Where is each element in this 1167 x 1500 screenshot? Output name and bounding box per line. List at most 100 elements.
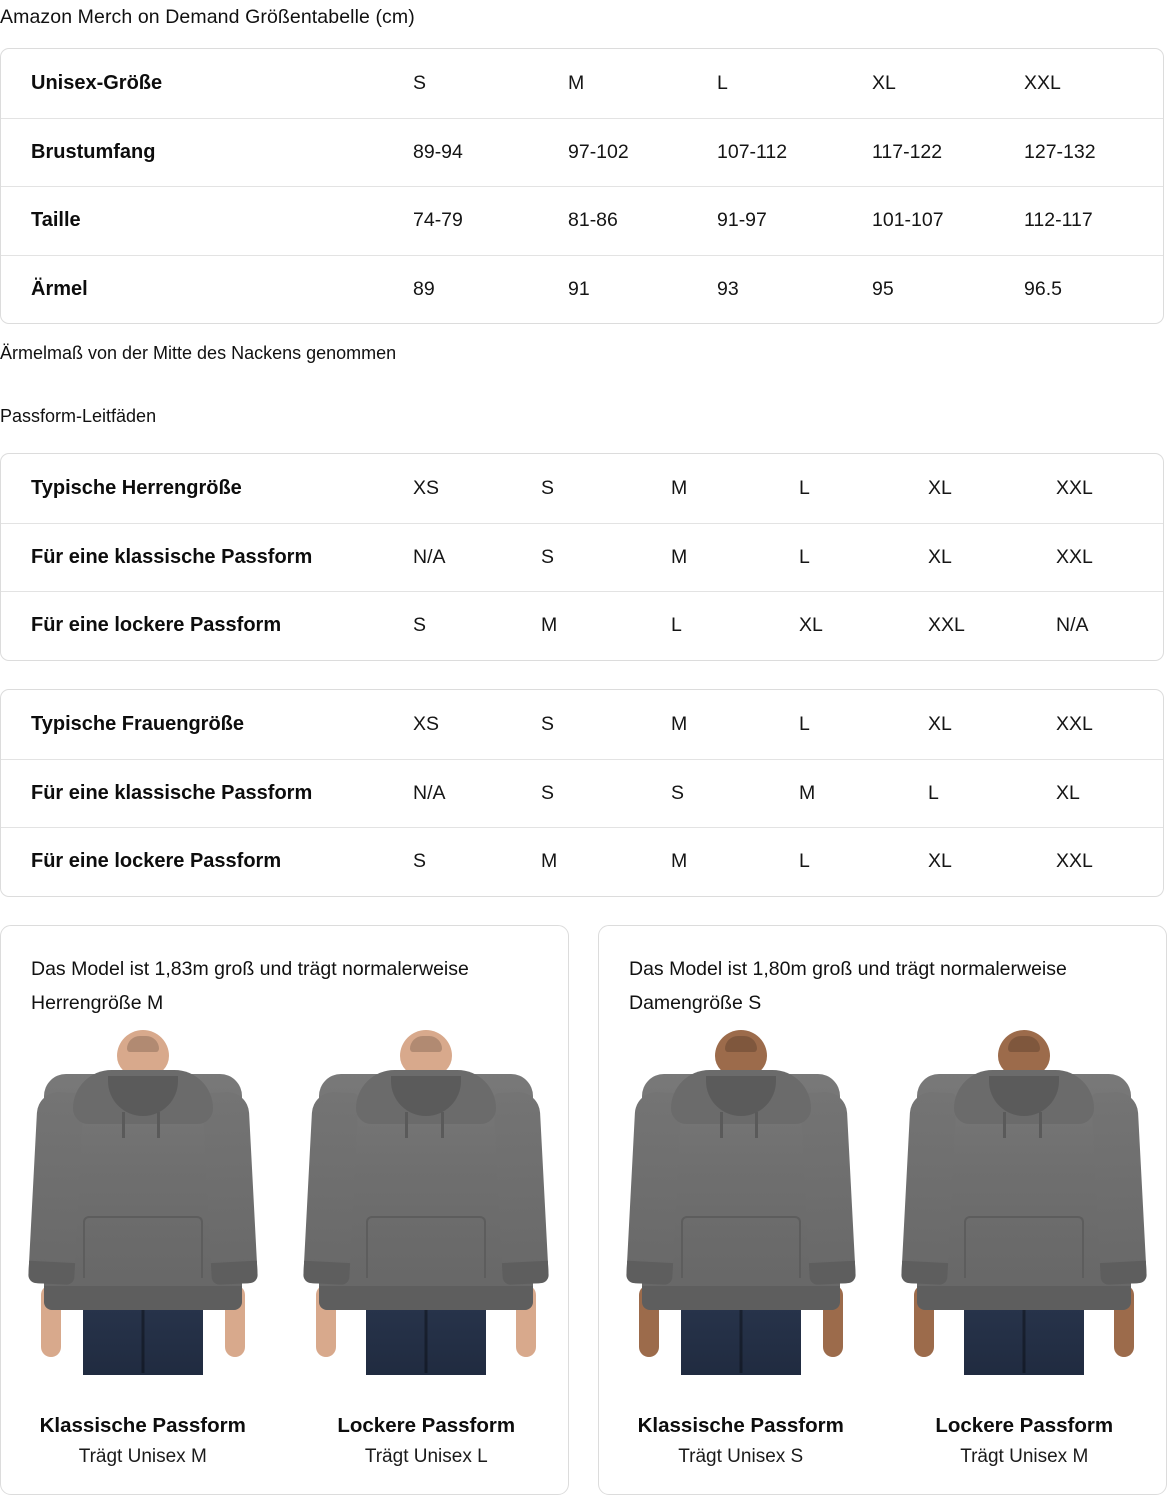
cell: 112-117: [1024, 209, 1093, 232]
sleeve-measurement-note: Ärmelmaß von der Mitte des Nackens genom…: [0, 343, 397, 363]
cell: XXL: [1056, 712, 1093, 735]
table-row: Für eine lockere Passform S M M L XL XXL: [1, 827, 1163, 896]
hood-drawstring-left: [720, 1112, 724, 1138]
hoodie-hem: [917, 1286, 1132, 1310]
hoodie-hem: [641, 1286, 840, 1310]
table-row: Typische Herrengröße XS S M L XL XXL: [1, 454, 1163, 523]
figure-slot-relaxed: [285, 1030, 569, 1375]
cell: S: [541, 545, 555, 568]
cell: N/A: [413, 545, 446, 568]
female-model-relaxed-fit-image: [900, 1030, 1148, 1375]
cell: L: [799, 476, 810, 499]
cell: XXL: [1024, 71, 1061, 94]
fit-wears: Trägt Unisex M: [960, 1446, 1089, 1467]
hoodie-hood: [670, 1070, 811, 1124]
cell: 93: [717, 277, 739, 300]
hood-drawstring-right: [755, 1112, 759, 1138]
hoodie-right-sleeve: [493, 1090, 550, 1286]
row-label: Typische Herrengröße: [31, 476, 242, 499]
hood-drawstring-right: [157, 1112, 161, 1138]
table-row: Brustumfang 89-94 97-102 107-112 117-122…: [1, 117, 1163, 187]
fit-wears: Trägt Unisex M: [78, 1446, 207, 1467]
unisex-size-table: Unisex-Größe S M L XL XXL Brustumfang 89…: [0, 48, 1164, 324]
model-head: [116, 1030, 169, 1076]
hoodie-hood: [356, 1070, 497, 1124]
kangaroo-pocket: [680, 1216, 801, 1278]
cell: 91: [568, 277, 590, 300]
cell: S: [413, 850, 427, 873]
kangaroo-pocket: [82, 1216, 203, 1278]
model-head: [400, 1030, 453, 1076]
hood-drawstring-right: [1039, 1112, 1043, 1138]
cell: S: [541, 781, 555, 804]
cell: XXL: [1056, 850, 1093, 873]
hoodie-left-sleeve: [27, 1090, 84, 1286]
cell: L: [799, 545, 810, 568]
fit-caption-relaxed: Lockere Passform Trägt Unisex M: [883, 1414, 1167, 1468]
mens-fit-captions: Klassische Passform Trägt Unisex M Locke…: [1, 1414, 568, 1468]
row-label: Für eine klassische Passform: [31, 545, 313, 568]
cell: XS: [413, 476, 440, 499]
fit-guides-heading: Passform-Leitfäden: [0, 406, 157, 426]
row-label: Für eine lockere Passform: [31, 850, 282, 873]
cell: N/A: [413, 781, 446, 804]
table-row: Für eine klassische Passform N/A S M L X…: [1, 522, 1163, 592]
cell: S: [413, 71, 427, 94]
hoodie-left-sleeve: [625, 1090, 682, 1286]
figure-slot-relaxed: [883, 1030, 1167, 1375]
figure-slot-classic: [1, 1030, 285, 1375]
hoodie-hem: [319, 1286, 534, 1310]
womens-model-card: Das Model ist 1,80m groß und trägt norma…: [598, 925, 1167, 1495]
hoodie-right-sleeve: [799, 1090, 856, 1286]
cell: 101-107: [872, 209, 944, 232]
fit-wears: Trägt Unisex L: [364, 1446, 488, 1467]
kangaroo-pocket: [366, 1216, 487, 1278]
cell: XS: [413, 712, 440, 735]
cell: M: [541, 850, 558, 873]
cell: 89-94: [413, 140, 463, 163]
row-label: Ärmel: [31, 277, 88, 300]
row-label: Für eine lockere Passform: [31, 614, 282, 637]
mens-fit-table: Typische Herrengröße XS S M L XL XXL Für…: [0, 453, 1164, 661]
cell: XL: [928, 712, 952, 735]
cell: 91-97: [717, 209, 767, 232]
fit-name: Klassische Passform: [637, 1414, 844, 1437]
cell: S: [671, 781, 685, 804]
page-title: Amazon Merch on Demand Größentabelle (cm…: [0, 6, 415, 28]
fit-caption-classic: Klassische Passform Trägt Unisex S: [599, 1414, 883, 1468]
female-model-classic-fit-image: [625, 1030, 857, 1375]
cell: XL: [799, 614, 823, 637]
cell: 89: [413, 277, 435, 300]
cell: 81-86: [568, 209, 618, 232]
fit-caption-classic: Klassische Passform Trägt Unisex M: [1, 1414, 285, 1468]
hood-drawstring-left: [1003, 1112, 1007, 1138]
row-label: Unisex-Größe: [31, 71, 163, 94]
womens-model-figures: [599, 1030, 1166, 1375]
hood-drawstring-right: [441, 1112, 445, 1138]
table-row: Für eine lockere Passform S M L XL XXL N…: [1, 591, 1163, 660]
womens-fit-table: Typische Frauengröße XS S M L XL XXL Für…: [0, 689, 1164, 897]
cell: M: [568, 71, 585, 94]
model-head: [714, 1030, 767, 1076]
fit-name: Lockere Passform: [337, 1414, 516, 1437]
fit-wears: Trägt Unisex S: [678, 1446, 804, 1467]
row-label: Typische Frauengröße: [31, 712, 245, 735]
cell: M: [671, 476, 688, 499]
cell: 127-132: [1024, 140, 1096, 163]
table-row: Unisex-Größe S M L XL XXL: [1, 49, 1163, 118]
model-head: [998, 1030, 1051, 1076]
row-label: Für eine klassische Passform: [31, 781, 313, 804]
cell: 74-79: [413, 209, 463, 232]
table-row: Taille 74-79 81-86 91-97 101-107 112-117: [1, 186, 1163, 255]
cell: XL: [872, 71, 896, 94]
cell: L: [671, 614, 682, 637]
cell: L: [799, 850, 810, 873]
fit-name: Lockere Passform: [935, 1414, 1114, 1437]
hoodie-hem: [43, 1286, 242, 1310]
hood-drawstring-left: [122, 1112, 126, 1138]
cell: S: [541, 712, 555, 735]
cell: L: [717, 71, 728, 94]
cell: M: [671, 850, 688, 873]
hoodie-hood: [72, 1070, 213, 1124]
model-height-caption: Das Model ist 1,83m groß und trägt norma…: [31, 958, 469, 1014]
